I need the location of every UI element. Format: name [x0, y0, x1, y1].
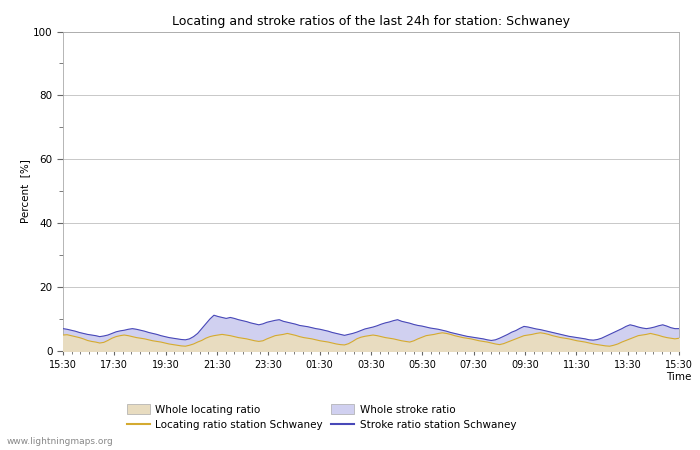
Legend: Whole locating ratio, Locating ratio station Schwaney, Whole stroke ratio, Strok: Whole locating ratio, Locating ratio sta… [127, 404, 516, 430]
X-axis label: Time: Time [666, 372, 692, 382]
Title: Locating and stroke ratios of the last 24h for station: Schwaney: Locating and stroke ratios of the last 2… [172, 14, 570, 27]
Y-axis label: Percent  [%]: Percent [%] [20, 159, 30, 223]
Text: www.lightningmaps.org: www.lightningmaps.org [7, 436, 113, 446]
